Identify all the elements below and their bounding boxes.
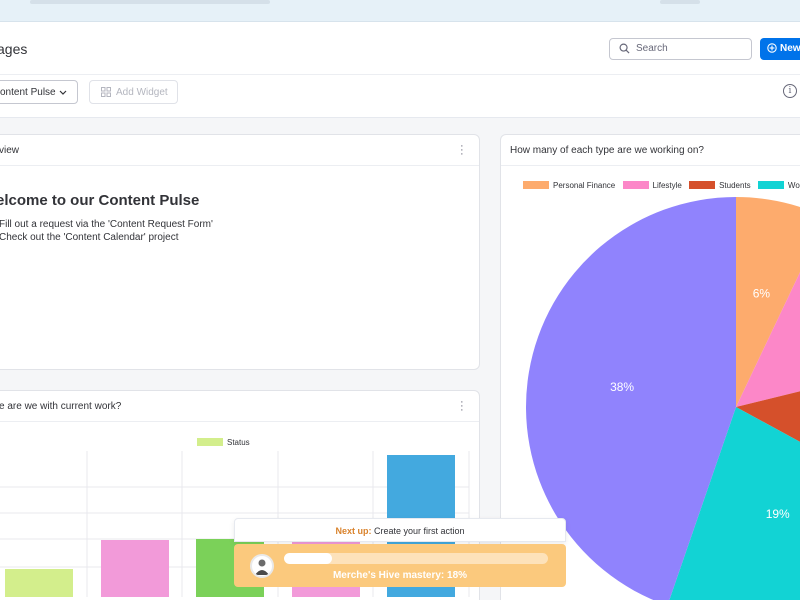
- bar: [101, 540, 169, 597]
- pie-slice: [736, 197, 800, 407]
- bar: [5, 569, 73, 597]
- status-legend[interactable]: Status: [197, 438, 250, 447]
- mastery-text: Merche's Hive mastery: 18%: [332, 570, 468, 581]
- new-button-label: New: [780, 43, 800, 54]
- dashboard-select-value: ontent Pulse: [0, 87, 56, 98]
- legend-label: Personal Finance: [553, 181, 616, 190]
- next-up-text: Create your first action: [373, 526, 465, 536]
- legend-item[interactable]: Students: [689, 181, 751, 190]
- chevron-down-icon: [59, 90, 67, 95]
- pie-slice-label: 38%: [610, 380, 634, 394]
- next-up-label: Next up:: [335, 526, 372, 536]
- pie-chart: 6% 19% 38%: [526, 197, 800, 600]
- legend-label: Work: [787, 181, 800, 190]
- widget-title: e are we with current work?: [0, 401, 122, 412]
- new-button[interactable]: New: [760, 38, 800, 60]
- mastery-progress-fill: [284, 553, 332, 564]
- overview-widget: view · · · elcome to our Content Pulse Fil…: [0, 134, 480, 370]
- legend-swatch: [689, 181, 716, 189]
- mastery-progress-bar: [284, 553, 548, 564]
- bullet-item: Check out the 'Content Calendar' project: [0, 232, 179, 243]
- pie-slice: [736, 391, 800, 442]
- legend-label: Status: [227, 438, 250, 447]
- widget-header: How many of each type are we working on?: [501, 135, 800, 166]
- legend-label: Students: [719, 181, 751, 190]
- avatar: [250, 554, 274, 578]
- bullet-item: Fill out a request via the 'Content Requ…: [0, 219, 213, 230]
- pie-legend: Personal Finance Lifestyle Students Work: [523, 181, 800, 190]
- legend-swatch: [622, 181, 649, 189]
- legend-item[interactable]: Work: [757, 181, 800, 190]
- pie-slice: [669, 407, 800, 600]
- pie-slice: [526, 197, 736, 600]
- widget-header: e are we with current work? · · ·: [0, 391, 479, 422]
- page-header: ages Search New: [0, 22, 800, 74]
- legend-item[interactable]: Lifestyle: [622, 181, 682, 190]
- page-title: ages: [0, 41, 28, 57]
- top-strip-text-right: [660, 0, 700, 4]
- legend-item[interactable]: Personal Finance: [523, 181, 615, 190]
- legend-swatch: [523, 181, 549, 189]
- info-icon[interactable]: i: [783, 84, 797, 98]
- legend-label: Lifestyle: [652, 181, 682, 190]
- more-options-icon[interactable]: · · ·: [460, 140, 464, 160]
- pie-slice-label: 19%: [766, 507, 790, 521]
- widget-title: view: [0, 145, 20, 156]
- plus-circle-icon: [767, 43, 777, 53]
- next-up-banner[interactable]: Next up: Create your first action: [234, 518, 566, 542]
- legend-swatch: [197, 438, 223, 446]
- legend-swatch: [757, 181, 784, 189]
- dashboard-toolbar: ontent Pulse Add Widget i: [0, 74, 800, 118]
- add-widget-button[interactable]: Add Widget: [89, 80, 178, 104]
- mastery-banner[interactable]: Merche's Hive mastery: 18%: [234, 544, 566, 587]
- pie-slice-label: 6%: [753, 287, 771, 301]
- search-input[interactable]: Search: [609, 38, 752, 60]
- add-widget-label: Add Widget: [116, 87, 168, 98]
- widget-header: view · · ·: [0, 135, 479, 166]
- more-options-icon[interactable]: · · ·: [460, 396, 464, 416]
- welcome-bullets: Fill out a request via the 'Content Requ…: [0, 218, 213, 244]
- widget-grid-icon: [101, 87, 111, 97]
- top-strip-text: [30, 0, 270, 4]
- pie-slice: [736, 272, 800, 407]
- widget-title: How many of each type are we working on?: [510, 145, 704, 156]
- dashboard-select[interactable]: ontent Pulse: [0, 80, 78, 104]
- welcome-heading: elcome to our Content Pulse: [0, 192, 200, 209]
- search-placeholder: Search: [636, 43, 668, 54]
- search-icon: [619, 43, 630, 54]
- browser-top-strip: [0, 0, 800, 22]
